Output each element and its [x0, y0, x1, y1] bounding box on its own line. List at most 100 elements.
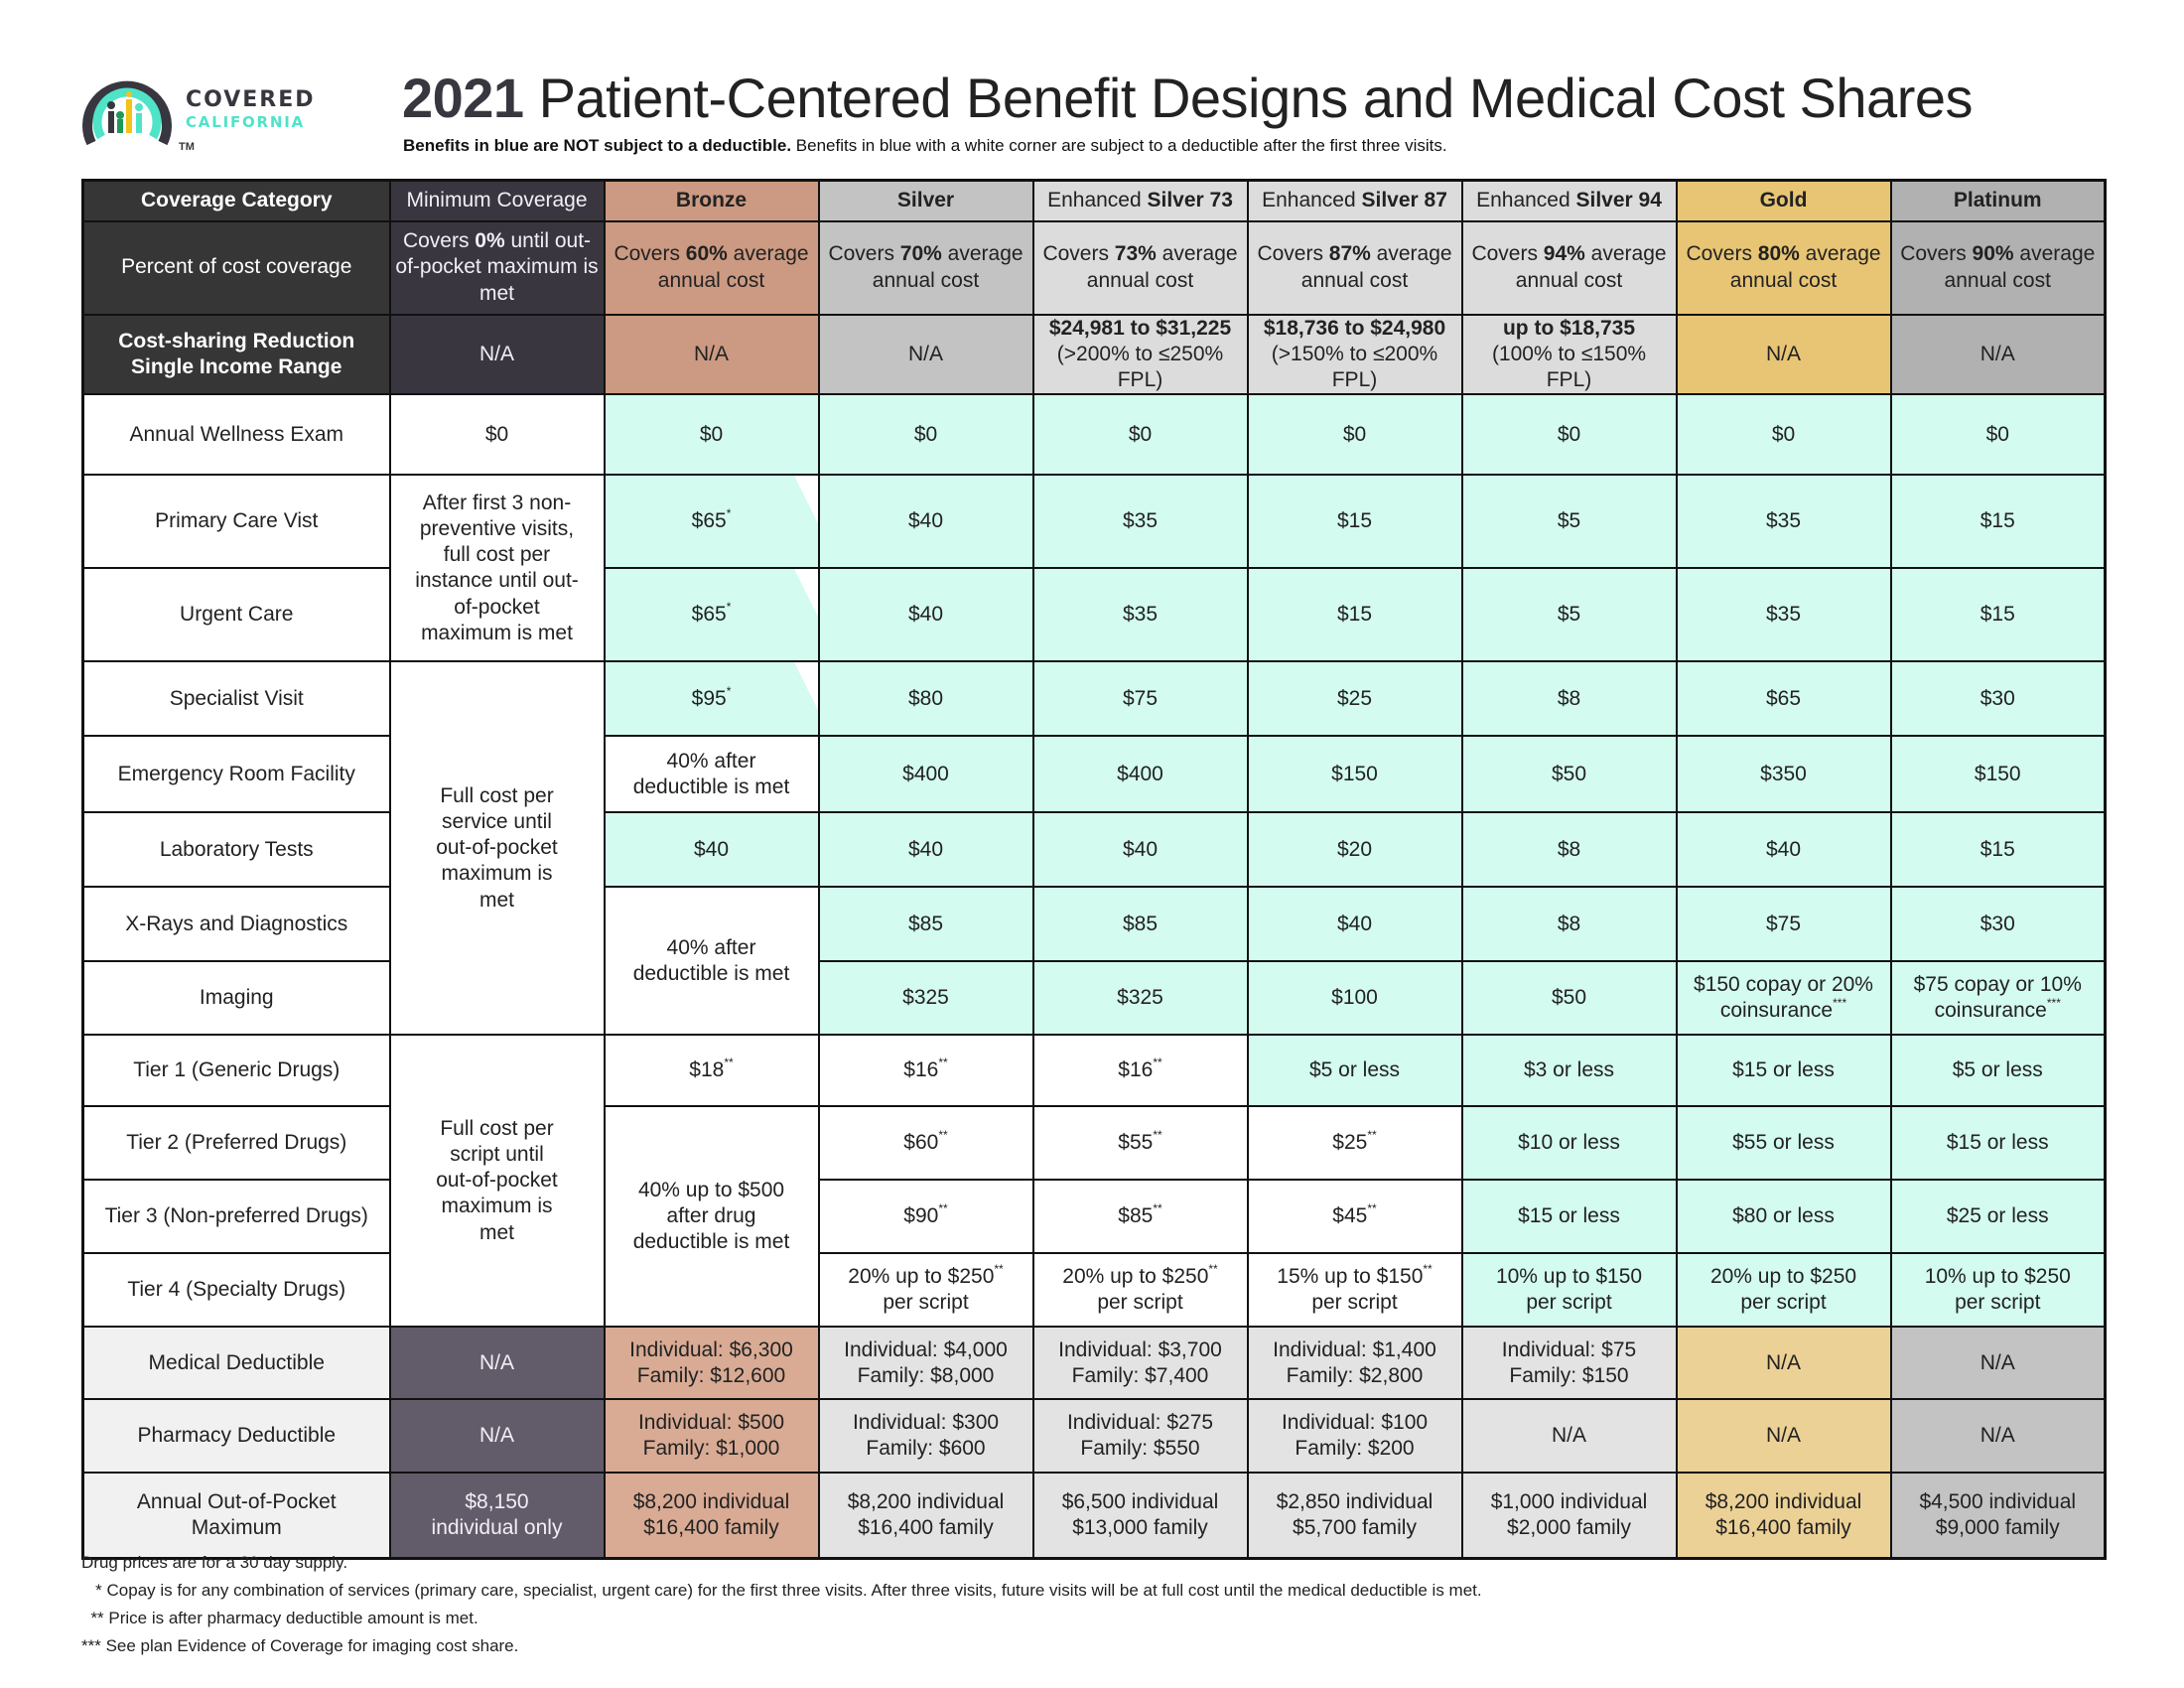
cell-minimum: $0	[388, 393, 606, 477]
cell-text: Individual: $3,700	[1058, 1337, 1222, 1361]
col-header-category: Coverage Category	[81, 179, 391, 222]
cell-text: Covers	[828, 242, 900, 266]
logo-text-california: CALIFORNIA	[186, 113, 306, 131]
cell-text: Family: $7,400	[1071, 1363, 1209, 1387]
cell-bronze: $8,200 individual $16,400 family	[603, 1472, 820, 1560]
cell-gold: $65	[1675, 660, 1892, 738]
row-annual-wellness: Annual Wellness Exam $0 $0 $0 $0 $0 $0 $…	[81, 393, 2107, 477]
cell-text: Family: $200	[1295, 1437, 1415, 1461]
cell-es87: $150	[1246, 735, 1463, 814]
footnote-drug-supply: Drug prices are for a 30 day supply.	[81, 1553, 348, 1572]
cell-silver: $90**	[817, 1179, 1034, 1255]
cell-es73: $40	[1031, 811, 1249, 889]
cell-gold: N/A	[1675, 313, 1892, 396]
cell-es87: $0	[1246, 393, 1463, 477]
cell-es87: $15	[1246, 567, 1463, 663]
cell-es87: $20	[1246, 811, 1463, 889]
cell-text: average annual cost	[1729, 242, 1881, 292]
cell-platinum: $30	[1889, 660, 2107, 738]
row-label: Annual Wellness Exam	[81, 393, 391, 477]
cell-text: $1,000 individual	[1490, 1489, 1648, 1513]
cell-text: Individual: $6,300	[629, 1337, 793, 1361]
cell-text: Individual: $1,400	[1273, 1337, 1436, 1361]
cell-platinum: $15	[1889, 567, 2107, 663]
cell-es73: Covers 73% average annual cost	[1031, 219, 1249, 316]
cell-silver: $40	[817, 567, 1034, 663]
cell-gold: $15 or less	[1675, 1034, 1892, 1108]
cell-es73: Individual: $3,700 Family: $7,400	[1031, 1326, 1249, 1401]
row-label: Percent of cost coverage	[81, 219, 391, 316]
footnote-marker: **	[994, 1262, 1004, 1276]
cell-minimum: N/A	[388, 1398, 606, 1475]
cell-platinum: N/A	[1889, 1398, 2107, 1475]
cell-text: until out-of-pocket maximum is met	[395, 229, 599, 305]
cell-platinum: $25 or less	[1889, 1179, 2107, 1255]
cell-es73: $85**	[1031, 1179, 1249, 1255]
cell-text: average annual cost	[1515, 242, 1667, 292]
cell-text: Single Income Range	[131, 354, 342, 378]
cell-gold: $350	[1675, 735, 1892, 814]
cell-es94: $5	[1460, 567, 1678, 663]
cell-silver: Covers 70% average annual cost	[817, 219, 1034, 316]
row-xray: X-Rays and Diagnostics 40% after deducti…	[81, 886, 2107, 1037]
row-label: Tier 1 (Generic Drugs)	[81, 1034, 391, 1108]
cell-text: (>150% to ≤200% FPL)	[1271, 342, 1438, 391]
cell-es73: $35	[1031, 474, 1249, 570]
row-label: Tier 2 (Preferred Drugs)	[81, 1105, 391, 1182]
row-emergency-room: Emergency Room Facility 40% after deduct…	[81, 735, 2107, 814]
cell-gold: $40	[1675, 811, 1892, 889]
cell-gold: $35	[1675, 567, 1892, 663]
cell-es87: Individual: $1,400 Family: $2,800	[1246, 1326, 1463, 1401]
cell-text: $13,000 family	[1072, 1516, 1208, 1539]
cell-es87: 15% up to $150** per script	[1246, 1252, 1463, 1329]
row-out-of-pocket-max: Annual Out-of-Pocket Maximum $8,150 indivi…	[81, 1472, 2107, 1560]
cell-text: Covers	[1471, 242, 1544, 266]
cell-text: Individual: $275	[1066, 1411, 1214, 1434]
cell-silver: $0	[817, 393, 1034, 477]
logo-text-covered: COVERED	[186, 87, 316, 112]
cell-text: $18,736 to $24,980	[1263, 316, 1446, 340]
cell-platinum: N/A	[1889, 313, 2107, 396]
cell-bronze: $95*	[603, 660, 820, 738]
cell-text: average annual cost	[872, 242, 1024, 292]
cell-text: $16,400 family	[1715, 1516, 1851, 1539]
cell-text: Individual: $75	[1501, 1337, 1637, 1361]
cell-text: Individual: $100	[1281, 1411, 1429, 1434]
cell-platinum: $15	[1889, 474, 2107, 570]
cell-text: Covers	[402, 229, 476, 253]
footnote-marker: *	[726, 600, 732, 615]
cell-text: Family: $1,000	[642, 1437, 780, 1461]
cell-minimum-services: Full cost per service until out-of-pocke…	[388, 660, 606, 1037]
title-year: 2021	[402, 67, 524, 129]
cell-silver: N/A	[817, 313, 1034, 396]
col-header-enhanced-silver-94: Enhanced Silver 94	[1460, 179, 1678, 222]
cell-text: $16,400 family	[858, 1516, 994, 1539]
cell-silver: Individual: $300 Family: $600	[817, 1398, 1034, 1475]
footnote-marker: **	[1367, 1201, 1377, 1216]
cell-text: Individual: $4,000	[844, 1337, 1008, 1361]
cell-es94: $3 or less	[1460, 1034, 1678, 1108]
cell-bronze: $18**	[603, 1034, 820, 1108]
col-header-tier: Silver 73	[1147, 189, 1233, 212]
cell-bronze: $65*	[603, 567, 820, 663]
row-urgent-care: Urgent Care $65* $40 $35 $15 $5 $35 $15	[81, 567, 2107, 663]
cell-bronze-xray-imaging: 40% after deductible is met	[603, 886, 820, 1037]
cell-text: Covers	[1900, 242, 1973, 266]
col-header-enhanced-silver-73: Enhanced Silver 73	[1031, 179, 1249, 222]
cell-text: Annual Out-of-Pocket	[136, 1489, 337, 1513]
cell-minimum: N/A	[388, 313, 606, 396]
cell-text: 80%	[1757, 242, 1800, 266]
cell-text: up to $18,735	[1502, 316, 1636, 340]
cell-es94: $8	[1460, 886, 1678, 963]
cell-es87: $15	[1246, 474, 1463, 570]
cell-silver: $40	[817, 474, 1034, 570]
cell-gold: $75	[1675, 886, 1892, 963]
cell-gold: $80 or less	[1675, 1179, 1892, 1255]
row-laboratory: Laboratory Tests $40 $40 $40 $20 $8 $40 …	[81, 811, 2107, 889]
footnote-marker: **	[1153, 1055, 1162, 1070]
row-tier2: Tier 2 (Preferred Drugs) 40% up to $500 …	[81, 1105, 2107, 1329]
cell-silver: $8,200 individual $16,400 family	[817, 1472, 1034, 1560]
row-label: X-Rays and Diagnostics	[81, 886, 391, 963]
footnote-marker: **	[1153, 1128, 1162, 1143]
cell-es73: 20% up to $250** per script	[1031, 1252, 1249, 1329]
